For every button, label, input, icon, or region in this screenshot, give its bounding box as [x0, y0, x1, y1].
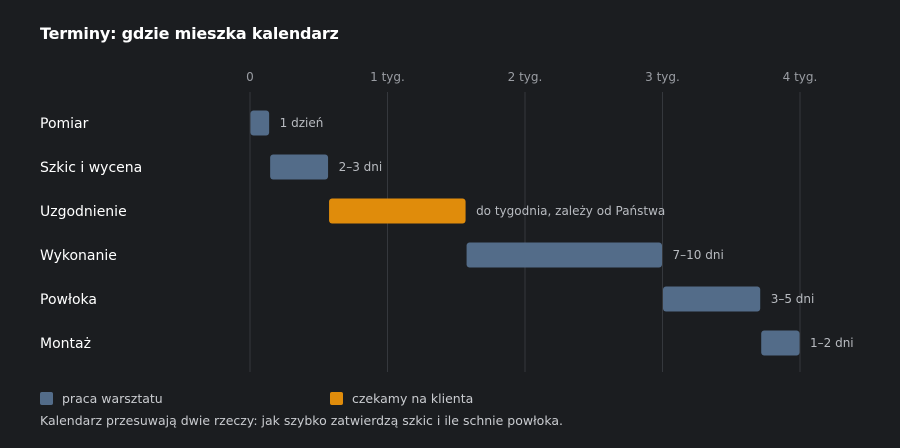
- x-tick-label: 3 tyg.: [645, 70, 680, 84]
- bar-duration-label: do tygodnia, zależy od Państwa: [476, 204, 665, 218]
- footnote: Kalendarz przesuwają dwie rzeczy: jak sz…: [40, 413, 563, 428]
- bar-duration-label: 7–10 dni: [673, 248, 724, 262]
- legend-swatch-workshop: [40, 392, 53, 405]
- legend-label-client: czekamy na klienta: [352, 391, 474, 406]
- legend-label-workshop: praca warsztatu: [62, 391, 163, 406]
- bar-duration-label: 3–5 dni: [771, 292, 815, 306]
- category-label: Montaż: [40, 336, 91, 352]
- x-tick-label: 4 tyg.: [783, 70, 818, 84]
- bar-duration-label: 1–2 dni: [810, 336, 854, 350]
- category-label: Szkic i wycena: [40, 160, 142, 176]
- grid-lines: [249, 92, 801, 372]
- chart-title: Terminy: gdzie mieszka kalendarz: [40, 24, 339, 43]
- x-tick-label: 1 tyg.: [370, 70, 405, 84]
- bar-labels: 1 dzień 2–3 dni do tygodnia, zależy od Pań…: [280, 116, 854, 350]
- gantt-bar: [466, 242, 662, 268]
- category-label: Pomiar: [40, 116, 89, 132]
- legend-item-client: czekamy na klienta: [330, 391, 473, 406]
- x-tick-label: 2 tyg.: [508, 70, 543, 84]
- x-axis-ticks: 0 1 tyg. 2 tyg. 3 tyg. 4 tyg.: [246, 70, 817, 84]
- gantt-bar: [663, 286, 761, 312]
- category-labels: Pomiar Szkic i wycena Uzgodnienie Wykonanie…: [40, 116, 142, 352]
- legend-swatch-client: [330, 392, 343, 405]
- x-tick-label: 0: [246, 70, 254, 84]
- category-label: Wykonanie: [40, 248, 117, 264]
- bar-duration-label: 1 dzień: [280, 116, 324, 130]
- bar-duration-label: 2–3 dni: [339, 160, 383, 174]
- category-label: Powłoka: [40, 292, 97, 308]
- bars: [250, 110, 800, 356]
- category-label: Uzgodnienie: [40, 204, 127, 220]
- gantt-bar: [329, 198, 466, 224]
- gantt-bar: [761, 330, 800, 356]
- gantt-bar: [270, 154, 329, 180]
- legend-item-workshop: praca warsztatu: [40, 391, 163, 406]
- gantt-bar: [250, 110, 270, 136]
